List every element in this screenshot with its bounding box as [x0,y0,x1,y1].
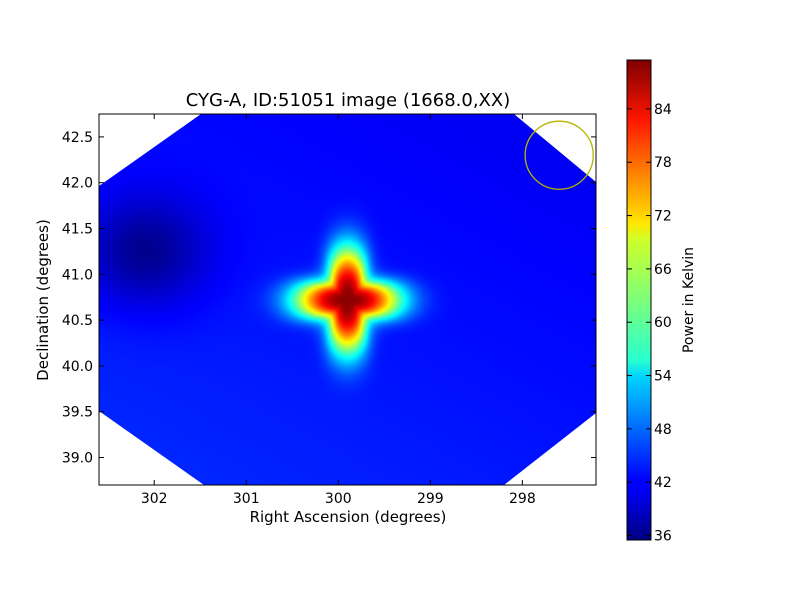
y-tick-label: 40.5 [62,313,93,329]
x-tick-label: 300 [325,491,352,507]
colorbar: 36 42 48 54 60 66 72 78 84 Power in Kelvin [627,60,697,545]
colorbar-tick-label: 48 [654,422,672,438]
x-axis-label: Right Ascension (degrees) [250,508,447,526]
chart-title: CYG-A, ID:51051 image (1668.0,XX) [186,90,510,111]
colorbar-tick-label: 54 [654,369,672,385]
x-tick-label: 302 [141,491,168,507]
colorbar-tick-label: 66 [654,262,672,278]
x-tick-label: 298 [509,491,536,507]
y-axis-label: Declination (degrees) [34,219,52,381]
y-tick-label: 39.5 [62,405,93,421]
plot-area: 302 301 300 299 298 39.0 39.5 40.0 40.5 41.0 41.5… [62,114,596,507]
colorbar-tick-label: 78 [654,155,672,171]
colorbar-label: Power in Kelvin [681,247,697,353]
heatmap-image [99,114,596,485]
colorbar-tick-label: 84 [654,102,672,118]
colorbar-tick-label: 36 [654,529,672,545]
x-tick-label: 299 [417,491,444,507]
colorbar-gradient [627,60,651,540]
y-tick-label: 42.0 [62,176,93,192]
y-tick-label: 39.0 [62,451,93,467]
y-tick-label: 40.0 [62,359,93,375]
colorbar-tick-label: 72 [654,209,672,225]
colorbar-tick-label: 42 [654,475,672,491]
x-tick-label: 301 [233,491,260,507]
y-tick-label: 41.5 [62,222,93,238]
y-tick-label: 41.0 [62,267,93,283]
colorbar-tick-label: 60 [654,315,672,331]
y-tick-label: 42.5 [62,130,93,146]
